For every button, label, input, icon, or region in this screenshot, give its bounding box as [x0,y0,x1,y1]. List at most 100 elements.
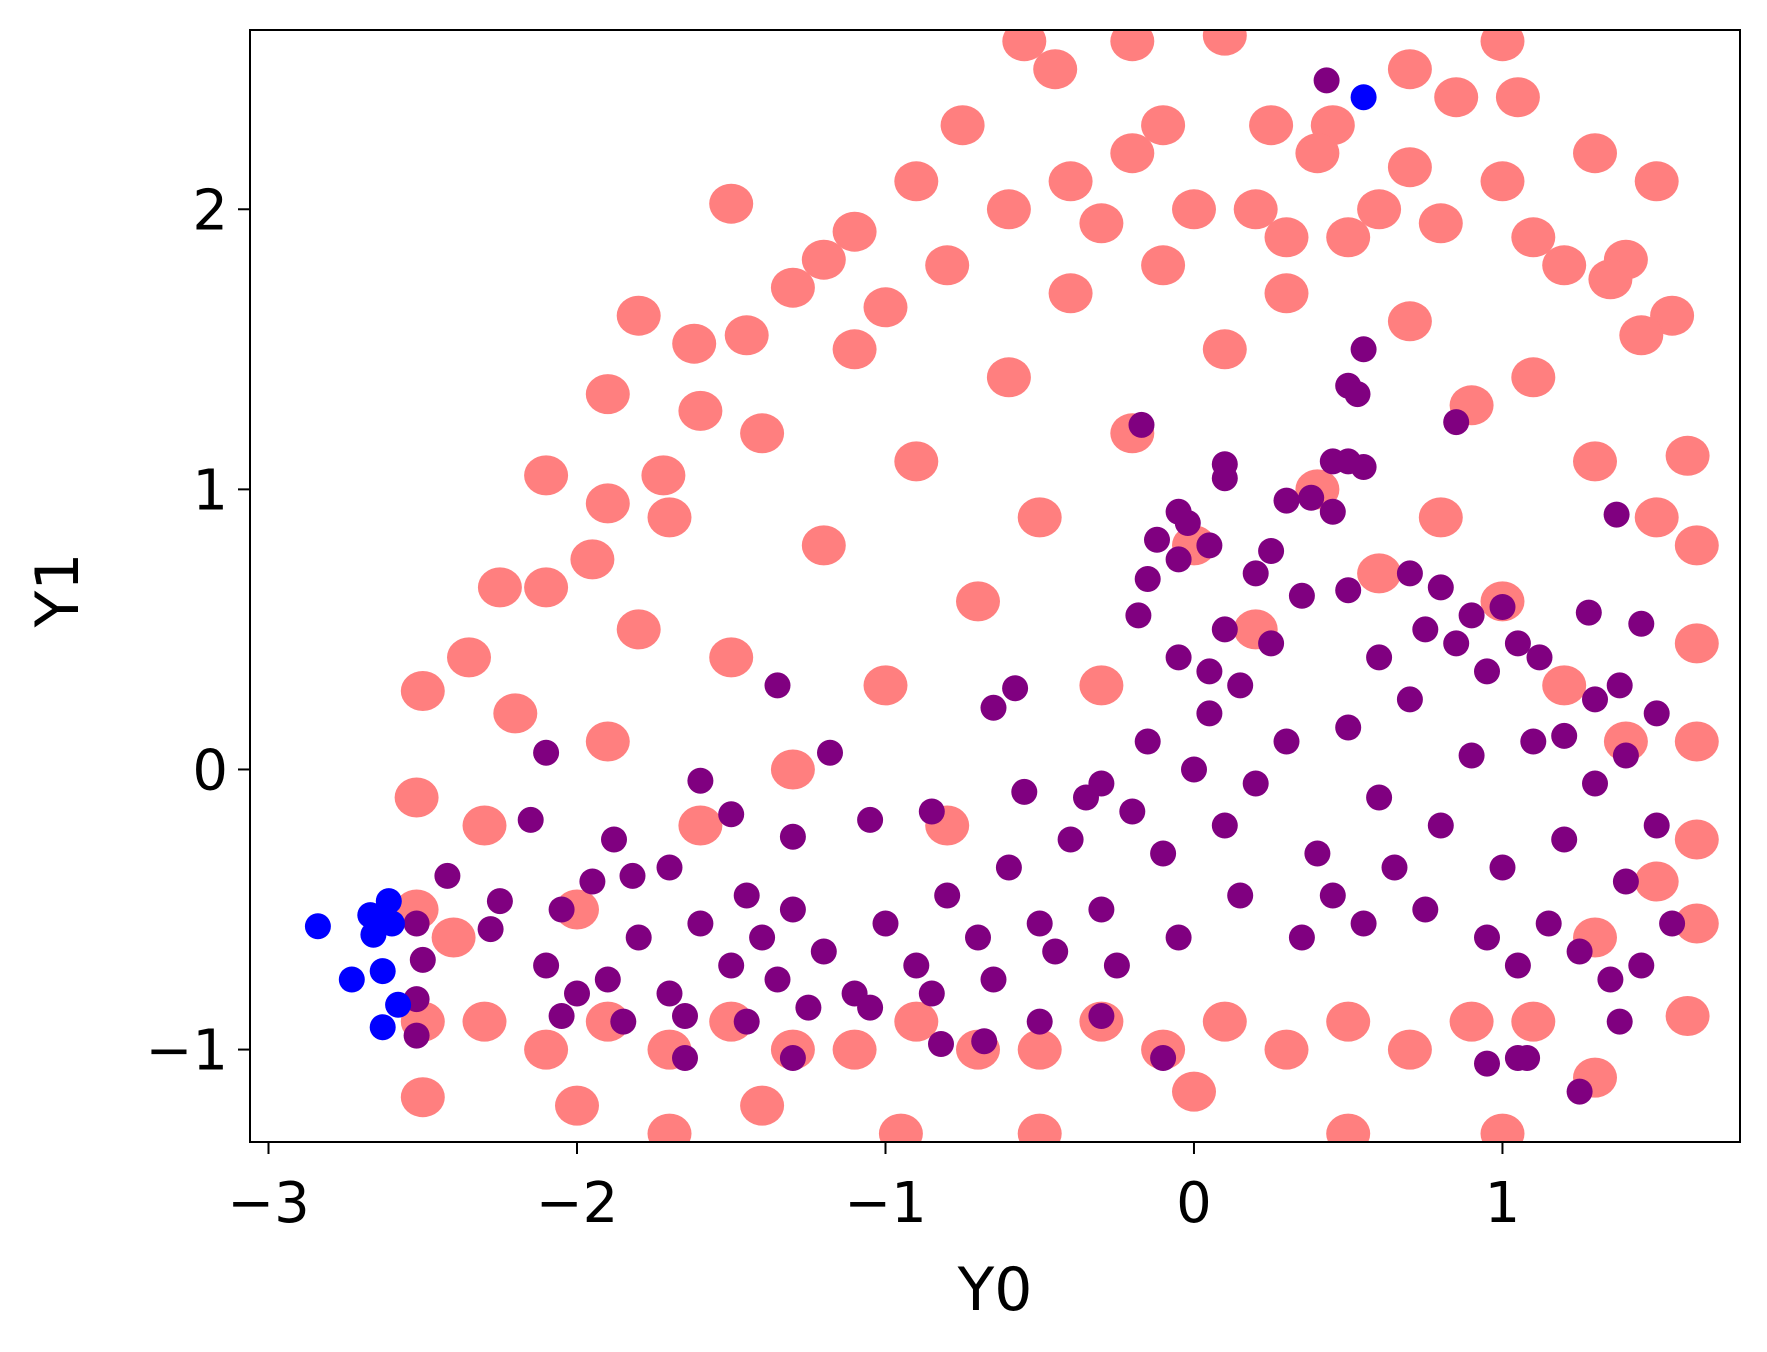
point-s0-17 [1573,133,1617,174]
point-s1-142 [1526,644,1553,671]
point-s1-65 [1474,1050,1500,1077]
point-s1-53 [477,916,504,943]
point-s0-24 [1674,721,1719,762]
point-s0-94 [1141,245,1186,286]
point-s1-59 [779,1045,806,1071]
point-s0-42 [447,637,491,678]
point-s0-123 [894,1001,939,1042]
point-s1-109 [1489,854,1516,881]
point-s1-147 [1381,854,1408,881]
point-s1-90 [965,924,991,951]
point-s1-121 [1288,924,1315,951]
point-s1-126 [918,980,945,1007]
point-s0-61 [1233,189,1278,230]
point-s2-8 [375,888,402,915]
point-s0-56 [1048,161,1093,202]
point-s1-106 [1396,686,1423,713]
point-s1-110 [1520,728,1547,755]
point-s1-30 [1489,594,1516,620]
point-s1-40 [1582,686,1608,713]
point-s0-55 [986,189,1031,230]
point-s1-95 [1119,798,1146,825]
point-s1-133 [1211,616,1238,643]
point-s1-82 [749,924,776,951]
point-s0-1 [616,295,661,336]
point-s1-119 [1412,896,1439,923]
point-s1-31 [1458,602,1485,629]
point-s0-26 [1674,903,1719,944]
point-s0-4 [770,267,815,308]
point-s0-45 [570,539,615,580]
point-s0-68 [1511,217,1556,258]
point-s0-117 [1264,1029,1309,1070]
points-layer [304,30,1719,1142]
point-s1-27 [1335,577,1362,604]
point-s0-44 [524,567,569,608]
point-s2-6 [369,958,396,985]
point-s1-36 [817,739,843,766]
point-s2-7 [369,1014,396,1041]
point-s0-91 [1048,273,1093,314]
point-s0-51 [801,239,846,280]
point-s0-3 [709,183,754,224]
point-s2-2 [338,966,365,993]
point-s1-52 [486,888,513,915]
point-s1-112 [1582,770,1608,797]
point-s0-46 [585,483,630,524]
plot-frame [249,29,1741,1143]
point-s0-77 [616,609,661,650]
point-s0-108 [1573,441,1617,482]
point-s0-29 [1480,1113,1525,1142]
point-s1-85 [810,938,837,965]
point-s1-57 [656,854,683,881]
point-s1-49 [434,862,461,889]
point-s0-48 [678,390,723,431]
point-s1-99 [1211,812,1238,839]
point-s0-11 [1249,105,1294,146]
point-s1-145 [1227,882,1254,909]
point-s1-120 [1350,910,1377,937]
point-s1-19 [1603,501,1630,528]
point-s1-149 [1628,952,1655,979]
point-s0-88 [956,581,1000,622]
point-s0-41 [400,671,445,711]
point-s1-78 [656,980,683,1007]
point-s1-130 [672,1003,698,1029]
point-s0-13 [1387,49,1432,90]
series-0 [394,30,1719,1142]
point-s0-20 [1650,295,1695,336]
point-s1-76 [594,966,621,993]
point-s0-98 [1264,273,1309,314]
point-s0-96 [1202,329,1247,370]
point-s0-82 [770,749,815,790]
point-s1-50 [601,826,627,853]
point-s1-75 [564,980,590,1007]
point-s0-79 [678,805,723,846]
point-s1-28 [1575,599,1602,626]
point-s1-16 [1144,526,1170,553]
point-s0-14 [1434,77,1479,118]
point-s1-123 [1103,952,1130,979]
point-s0-121 [1017,1029,1062,1070]
point-s0-37 [400,1077,445,1118]
point-s1-3 [1344,381,1371,408]
point-s1-116 [1474,924,1500,951]
point-s0-10 [1202,30,1247,56]
point-s1-62 [1026,1008,1053,1035]
point-s1-104 [1335,714,1362,741]
y-tick-label-1: 0 [192,738,228,803]
point-s1-17 [1165,546,1192,573]
point-s1-113 [1612,868,1639,895]
point-s0-71 [1619,315,1664,356]
point-s1-58 [672,1045,698,1071]
point-s1-144 [1073,784,1099,811]
point-s1-84 [779,896,806,923]
point-s1-23 [1242,560,1269,587]
point-s0-53 [894,161,939,202]
x-tick-label-4: 1 [1485,1171,1521,1236]
point-s0-25 [1674,819,1719,860]
point-s2-10 [385,991,412,1018]
point-s1-21 [1125,602,1152,629]
point-s1-1 [1350,336,1377,363]
point-s1-12 [1298,484,1325,511]
